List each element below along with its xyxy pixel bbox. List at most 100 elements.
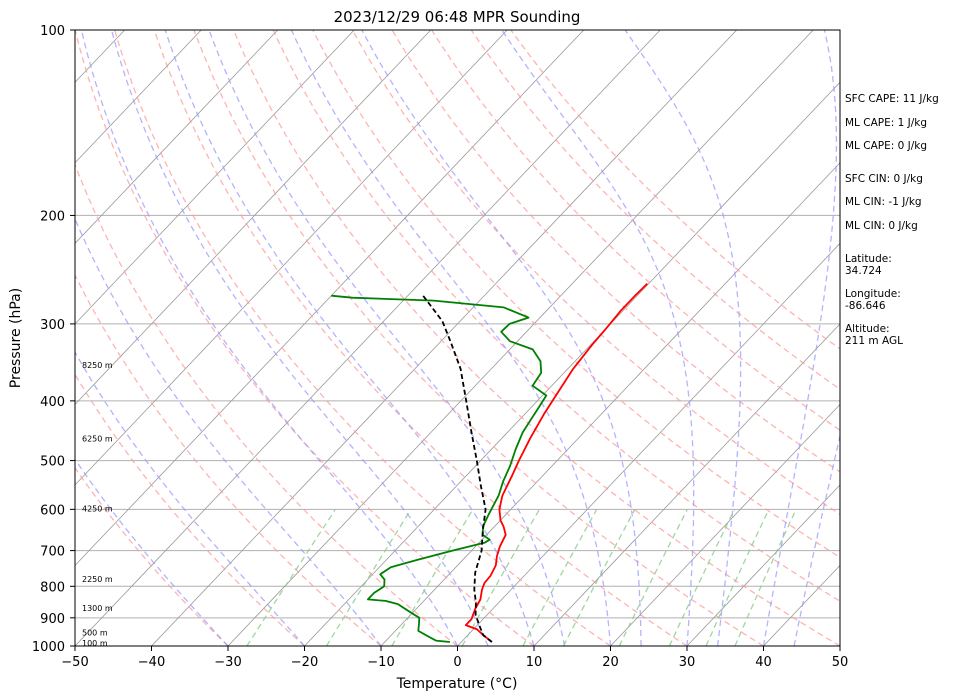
x-tick-label: 0 xyxy=(453,655,461,670)
dry-adiabat-line xyxy=(75,373,305,646)
dry-adiabat-line xyxy=(75,30,535,646)
side-annotations: SFC CAPE: 11 J/kg ML CAPE: 1 J/kg ML CAP… xyxy=(845,93,939,347)
x-tick-label: −50 xyxy=(61,655,88,670)
dry-adiabat-line xyxy=(351,30,840,515)
x-tick-label: 40 xyxy=(755,655,772,670)
dry-adiabat-line xyxy=(470,30,840,390)
y-tick-label: 600 xyxy=(40,503,65,518)
height-labels: 100 m 500 m 1300 m 2250 m 4250 m 6250 m 8250 m xyxy=(82,361,113,648)
sfc-cape-text: SFC CAPE: 11 J/kg xyxy=(845,93,939,105)
isotherm-line xyxy=(151,30,737,646)
x-tick-label: −10 xyxy=(367,655,394,670)
ml-cape-text: ML CAPE: 1 J/kg xyxy=(845,117,927,129)
x-tick-label: 50 xyxy=(832,655,849,670)
mixing-ratio-line xyxy=(668,509,736,646)
moist-adiabat-line xyxy=(793,433,840,646)
altitude-value: 211 m AGL xyxy=(845,335,903,347)
moist-adiabat-lines xyxy=(75,30,840,646)
isotherm-line xyxy=(533,323,840,646)
sounding-traces xyxy=(331,282,648,643)
mixing-ratio-lines xyxy=(246,508,797,646)
x-tick-label: −20 xyxy=(291,655,318,670)
isotherm-line xyxy=(75,30,661,646)
temperature-trace xyxy=(464,282,648,643)
height-label: 4250 m xyxy=(82,504,113,513)
ml-cape-alt-text: ML CAPE: 0 J/kg xyxy=(845,140,927,152)
moist-adiabat-line xyxy=(501,30,695,646)
mixing-ratio-line xyxy=(246,508,336,646)
mixing-ratio-line xyxy=(391,508,474,646)
moist-adiabat-line xyxy=(290,30,612,646)
isotherm-line xyxy=(457,242,840,646)
height-label: 2250 m xyxy=(82,575,113,584)
mixing-ratio-line xyxy=(325,508,412,646)
x-tick-label: 30 xyxy=(679,655,696,670)
mixing-ratio-line xyxy=(562,509,636,646)
moist-adiabat-line xyxy=(164,30,535,646)
moist-adiabat-line xyxy=(75,350,305,646)
plot-area: 100 m 500 m 1300 m 2250 m 4250 m 6250 m 8250 m xyxy=(75,30,840,648)
y-tick-label: 100 xyxy=(40,24,65,39)
dewpoint-trace xyxy=(331,294,548,643)
dry-adiabat-lines xyxy=(75,30,840,646)
moist-adiabat-line xyxy=(624,30,742,646)
height-label: 100 m xyxy=(82,639,108,648)
x-axis-ticks: −50 −40 −30 −20 −10 0 10 20 30 40 50 xyxy=(61,646,848,670)
isotherm-line xyxy=(75,30,584,567)
latitude-label: Latitude: xyxy=(845,253,892,265)
y-tick-label: 1000 xyxy=(32,640,65,655)
moist-adiabat-line xyxy=(110,30,489,646)
dry-adiabat-line xyxy=(391,30,840,473)
dry-adiabat-line xyxy=(193,30,764,646)
chart-title: 2023/12/29 06:48 MPR Sounding xyxy=(334,8,581,26)
height-label: 6250 m xyxy=(82,434,113,443)
pressure-gridlines xyxy=(75,30,840,646)
dry-adiabat-line xyxy=(431,30,840,432)
mixing-ratio-line xyxy=(705,509,770,646)
x-tick-label: 20 xyxy=(602,655,619,670)
y-tick-label: 700 xyxy=(40,545,65,560)
dry-adiabat-line xyxy=(75,466,229,646)
isotherm-line xyxy=(75,30,202,164)
height-label: 8250 m xyxy=(82,361,113,370)
y-tick-label: 500 xyxy=(40,455,65,470)
isotherm-line xyxy=(75,30,431,406)
moist-adiabat-line xyxy=(208,30,566,646)
isotherm-line xyxy=(75,30,508,486)
x-tick-label: −40 xyxy=(138,655,165,670)
x-tick-label: −30 xyxy=(214,655,241,670)
isotherm-lines xyxy=(75,30,840,646)
dry-adiabat-line xyxy=(272,30,840,602)
isotherm-line xyxy=(75,30,355,325)
dry-adiabat-line xyxy=(75,163,458,646)
isotherm-line xyxy=(75,30,278,244)
dry-adiabat-line xyxy=(510,30,840,350)
ml-cin-alt-text: ML CIN: 0 J/kg xyxy=(845,220,918,232)
y-axis-ticks: 1000 900 800 700 600 500 400 300 200 100 xyxy=(32,24,75,655)
parcel-trace xyxy=(422,295,493,643)
dry-adiabat-line xyxy=(153,30,688,646)
moist-adiabat-line xyxy=(80,30,459,646)
height-label: 500 m xyxy=(82,628,108,637)
y-tick-label: 200 xyxy=(40,209,65,224)
sfc-cin-text: SFC CIN: 0 J/kg xyxy=(845,173,923,185)
moist-adiabat-line xyxy=(361,30,642,646)
moist-adiabat-line xyxy=(762,30,838,646)
altitude-label: Altitude: xyxy=(845,323,890,335)
moist-adiabat-line xyxy=(75,217,382,646)
y-tick-label: 400 xyxy=(40,395,65,410)
mixing-ratio-line xyxy=(522,508,598,646)
mixing-ratio-line xyxy=(618,509,688,646)
longitude-label: Longitude: xyxy=(845,288,901,300)
mixing-ratio-line xyxy=(734,509,797,646)
y-axis-label: Pressure (hPa) xyxy=(8,288,24,388)
y-tick-label: 900 xyxy=(40,612,65,627)
x-tick-label: 10 xyxy=(526,655,543,670)
y-tick-label: 800 xyxy=(40,580,65,595)
dry-adiabat-line xyxy=(114,30,611,646)
latitude-value: 34.724 xyxy=(845,265,882,277)
isotherm-line xyxy=(227,30,814,646)
dry-adiabat-line xyxy=(233,30,840,646)
height-label: 1300 m xyxy=(82,604,113,613)
